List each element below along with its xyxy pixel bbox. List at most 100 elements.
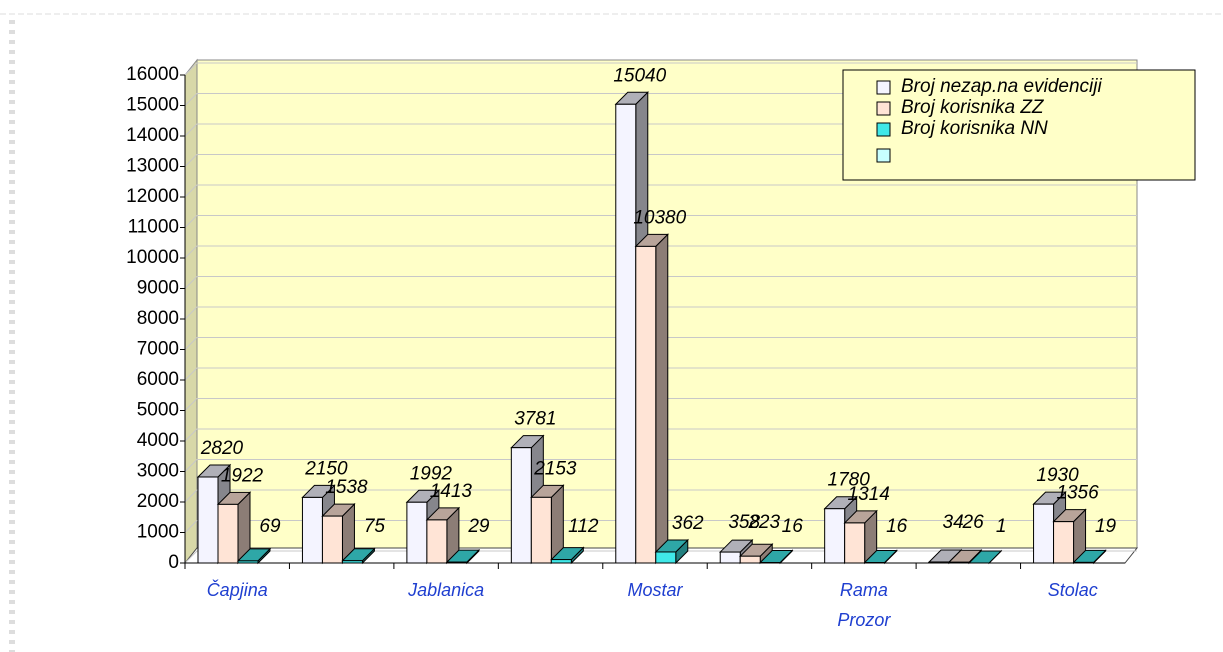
grid-line xyxy=(184,428,1137,442)
y-tick-label: 10000 xyxy=(126,247,179,268)
y-tick-label: 9000 xyxy=(137,278,179,299)
y-tick-label: 4000 xyxy=(137,430,179,451)
grid-line xyxy=(184,459,1137,472)
grid-line xyxy=(184,550,1137,564)
legend xyxy=(842,69,1196,181)
value-label: 362 xyxy=(672,513,704,534)
bar-front xyxy=(719,551,741,564)
grid-line xyxy=(184,215,1137,228)
x-tick-label: Rama Prozor xyxy=(837,580,891,630)
bar-front xyxy=(406,501,428,564)
y-tick-label: 8000 xyxy=(137,308,179,329)
bar-front xyxy=(615,103,637,564)
value-label: 26 xyxy=(962,512,985,533)
y-tick-label: 5000 xyxy=(137,400,179,421)
grid-line xyxy=(184,520,1137,533)
value-label: 112 xyxy=(568,516,599,537)
value-label: 358 xyxy=(728,512,760,533)
bar-front xyxy=(1033,503,1055,564)
value-label: 1314 xyxy=(848,484,890,505)
y-tick-label: 3000 xyxy=(137,461,179,482)
value-label: 15040 xyxy=(613,65,666,86)
legend-label: Broj korisnika ZZ xyxy=(901,97,1045,118)
bar-front xyxy=(844,522,866,564)
grid-line xyxy=(184,367,1137,381)
value-label: 1922 xyxy=(221,465,264,486)
legend-swatch xyxy=(876,101,891,116)
y-tick-label: 2000 xyxy=(137,491,179,512)
legend-label: Broj korisnika NN xyxy=(901,118,1048,139)
x-tick-label: Mostar xyxy=(627,580,683,600)
grid-line xyxy=(184,276,1137,289)
bar-front xyxy=(426,519,448,564)
y-tick-label: 6000 xyxy=(137,369,179,390)
value-label: 1538 xyxy=(325,477,368,498)
value-label: 75 xyxy=(364,516,386,537)
grid-line xyxy=(184,184,1137,198)
value-label: 2153 xyxy=(533,458,577,479)
bar-front xyxy=(321,515,343,564)
grid-line xyxy=(184,123,1137,137)
value-label: 2150 xyxy=(304,458,348,479)
value-label: 16 xyxy=(886,516,908,537)
side-wall xyxy=(184,58,198,565)
grid-line xyxy=(184,62,1137,76)
bar-front xyxy=(739,555,761,564)
x-tick-label: Stolac xyxy=(1047,580,1098,600)
y-tick-label: 16000 xyxy=(126,64,179,85)
value-label: 1 xyxy=(996,516,1007,537)
bar-front xyxy=(197,476,219,564)
y-tick-label: 11000 xyxy=(128,217,179,238)
legend-swatch xyxy=(876,148,891,163)
grid-line xyxy=(184,306,1137,320)
bar-front xyxy=(655,551,677,564)
grid-line xyxy=(184,337,1137,350)
legend-swatch xyxy=(876,80,891,95)
y-tick-label: 0 xyxy=(168,552,179,573)
bar-front xyxy=(1053,521,1075,564)
value-label: 10380 xyxy=(633,207,686,228)
value-label: 1930 xyxy=(1036,465,1079,486)
value-label: 29 xyxy=(467,516,490,537)
grid-line xyxy=(184,398,1137,411)
y-tick-label: 13000 xyxy=(126,156,179,177)
bar-front xyxy=(301,496,323,564)
bar xyxy=(654,538,689,565)
value-label: 1780 xyxy=(828,470,871,491)
y-tick-label: 14000 xyxy=(126,125,179,146)
y-tick-label: 15000 xyxy=(126,95,179,116)
y-tick-label: 7000 xyxy=(137,339,179,360)
bar-front xyxy=(635,245,657,564)
grid-line xyxy=(184,245,1137,259)
bar xyxy=(425,506,461,565)
bar xyxy=(530,484,565,565)
bar xyxy=(321,502,356,565)
y-tick-label: 1000 xyxy=(137,522,179,543)
grid-line xyxy=(184,93,1137,106)
bar-front xyxy=(510,447,532,564)
bar-side xyxy=(655,233,669,565)
bar-front xyxy=(530,496,552,564)
x-tick-label: Čapjina xyxy=(206,580,268,600)
value-label: 69 xyxy=(259,516,281,537)
value-label: 1413 xyxy=(430,481,473,502)
legend-swatch xyxy=(876,122,891,137)
grid-line xyxy=(184,154,1137,167)
bar-front xyxy=(217,503,239,564)
legend-label: Broj nezap.na evidenciji xyxy=(901,76,1102,97)
x-tick-label: Jablanica xyxy=(408,580,485,600)
value-label: 19 xyxy=(1095,516,1117,537)
bar xyxy=(634,233,669,565)
bar-front xyxy=(824,508,846,564)
bar-front xyxy=(550,559,572,564)
bar xyxy=(550,546,585,565)
bar xyxy=(216,491,252,565)
bar xyxy=(341,547,376,565)
y-tick-label: 12000 xyxy=(126,186,179,207)
value-label: 1356 xyxy=(1056,483,1099,504)
value-label: 16 xyxy=(782,516,804,537)
value-label: 1992 xyxy=(410,463,453,484)
value-label: 2820 xyxy=(200,438,244,459)
